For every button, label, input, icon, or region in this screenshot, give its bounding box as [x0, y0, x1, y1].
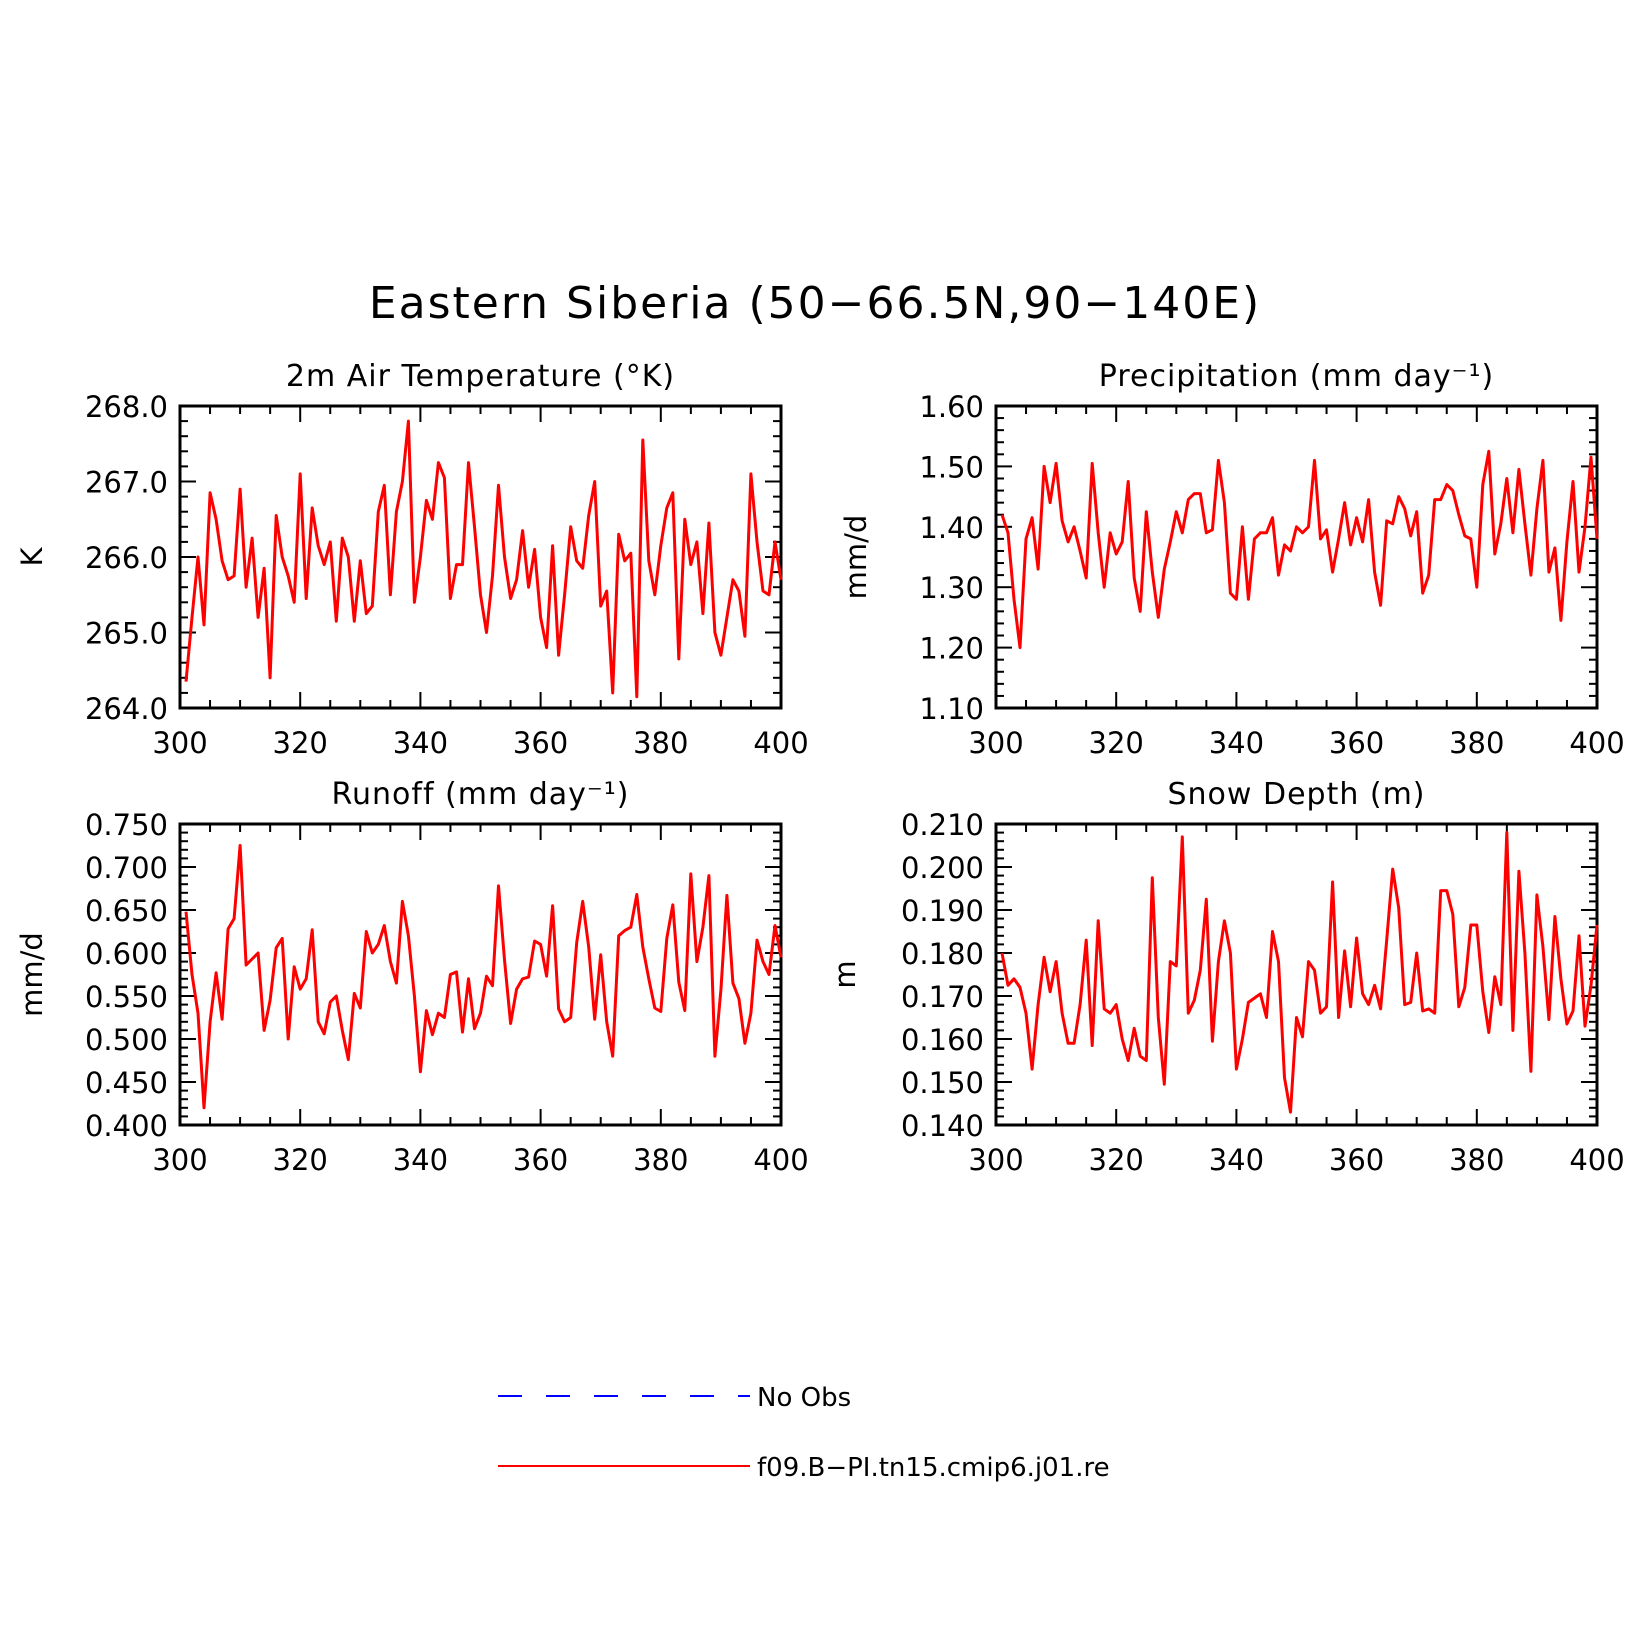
- y-tick-label: 0.140: [901, 1109, 984, 1143]
- y-tick-label: 1.50: [919, 450, 984, 484]
- x-tick-label: 300: [152, 1143, 207, 1177]
- legend-label-model: f09.B−PI.tn15.cmip6.j01.re: [757, 1453, 1110, 1483]
- x-tick-label: 340: [393, 1143, 448, 1177]
- y-tick-label: 0.160: [901, 1023, 984, 1057]
- x-tick-label: 340: [1209, 1143, 1264, 1177]
- y-tick-label: 268.0: [85, 390, 168, 424]
- y-tick-label: 267.0: [85, 466, 168, 500]
- panel-runoff: Runoff (mm day⁻¹) mm/d 300 320 340 360 380 400 0…: [15, 777, 809, 1177]
- x-tick-label: 340: [393, 726, 448, 760]
- y-tick-label: 0.500: [85, 1023, 168, 1057]
- y-tick-label: 0.190: [901, 894, 984, 928]
- panel-snow-depth: Snow Depth (m) m 300 320 340 360 380 400 0.140 0.…: [828, 777, 1625, 1177]
- x-tick-label: 400: [753, 1143, 808, 1177]
- x-tick-label: 300: [152, 726, 207, 760]
- x-tick-label: 360: [513, 726, 568, 760]
- y-axis-label: K: [15, 547, 49, 567]
- y-axis-label: mm/d: [15, 932, 49, 1017]
- panels: 2m Air Temperature (°K) K 300 320 340 360 380 4…: [15, 359, 1625, 1177]
- x-tick-label: 380: [633, 1143, 688, 1177]
- y-tick-label: 0.750: [85, 808, 168, 842]
- y-tick-label: 1.10: [919, 692, 984, 726]
- x-tick-label: 360: [1329, 1143, 1384, 1177]
- y-tick-label: 0.210: [901, 808, 984, 842]
- y-tick-label: 1.60: [919, 390, 984, 424]
- x-tick-label: 360: [1329, 726, 1384, 760]
- y-tick-label: 1.40: [919, 511, 984, 545]
- panel-title: Runoff (mm day⁻¹): [332, 777, 630, 812]
- x-tick-label: 320: [1089, 1143, 1144, 1177]
- x-tick-label: 320: [273, 1143, 328, 1177]
- legend-label-no-obs: No Obs: [757, 1383, 851, 1413]
- panel-title: Precipitation (mm day⁻¹): [1099, 359, 1494, 394]
- y-tick-label: 0.600: [85, 937, 168, 971]
- y-tick-label: 0.170: [901, 980, 984, 1014]
- x-tick-label: 400: [753, 726, 808, 760]
- series-line-runoff: [184, 844, 783, 1110]
- y-tick-label: 1.30: [919, 571, 984, 605]
- y-tick-label: 266.0: [85, 541, 168, 575]
- x-tick-label: 400: [1569, 726, 1624, 760]
- figure-title: Eastern Siberia (50−66.5N,90−140E): [369, 278, 1261, 329]
- x-tick-label: 340: [1209, 726, 1264, 760]
- y-tick-label: 0.150: [901, 1066, 984, 1100]
- panel-title: 2m Air Temperature (°K): [286, 359, 675, 394]
- x-tick-label: 300: [968, 1143, 1023, 1177]
- y-tick-label: 0.550: [85, 980, 168, 1014]
- y-axis-label: m: [828, 960, 862, 988]
- plot-frame: [178, 822, 783, 1127]
- series-line-snow-depth: [1000, 831, 1599, 1114]
- y-tick-label: 264.0: [85, 692, 168, 726]
- x-tick-label: 400: [1569, 1143, 1624, 1177]
- y-tick-label: 265.0: [85, 617, 168, 651]
- x-tick-label: 320: [1089, 726, 1144, 760]
- legend: No Obs f09.B−PI.tn15.cmip6.j01.re: [498, 1383, 1110, 1483]
- x-tick-label: 320: [273, 726, 328, 760]
- x-tick-label: 380: [1449, 1143, 1504, 1177]
- y-tick-label: 0.650: [85, 894, 168, 928]
- y-axis-label: mm/d: [839, 515, 873, 600]
- x-tick-label: 360: [513, 1143, 568, 1177]
- y-tick-label: 1.20: [919, 632, 984, 666]
- series-line-air-temperature: [184, 419, 783, 699]
- y-tick-label: 0.450: [85, 1066, 168, 1100]
- y-tick-label: 0.180: [901, 937, 984, 971]
- x-tick-label: 380: [633, 726, 688, 760]
- x-tick-label: 380: [1449, 726, 1504, 760]
- panel-air-temperature: 2m Air Temperature (°K) K 300 320 340 360 380 4…: [15, 359, 809, 760]
- y-tick-label: 0.700: [85, 851, 168, 885]
- x-tick-label: 300: [968, 726, 1023, 760]
- y-tick-label: 0.200: [901, 851, 984, 885]
- y-tick-label: 0.400: [85, 1109, 168, 1143]
- series-line-precipitation: [1000, 449, 1599, 650]
- panel-title: Snow Depth (m): [1167, 777, 1425, 812]
- panel-precipitation: Precipitation (mm day⁻¹) mm/d 300 320 340 360…: [839, 359, 1625, 760]
